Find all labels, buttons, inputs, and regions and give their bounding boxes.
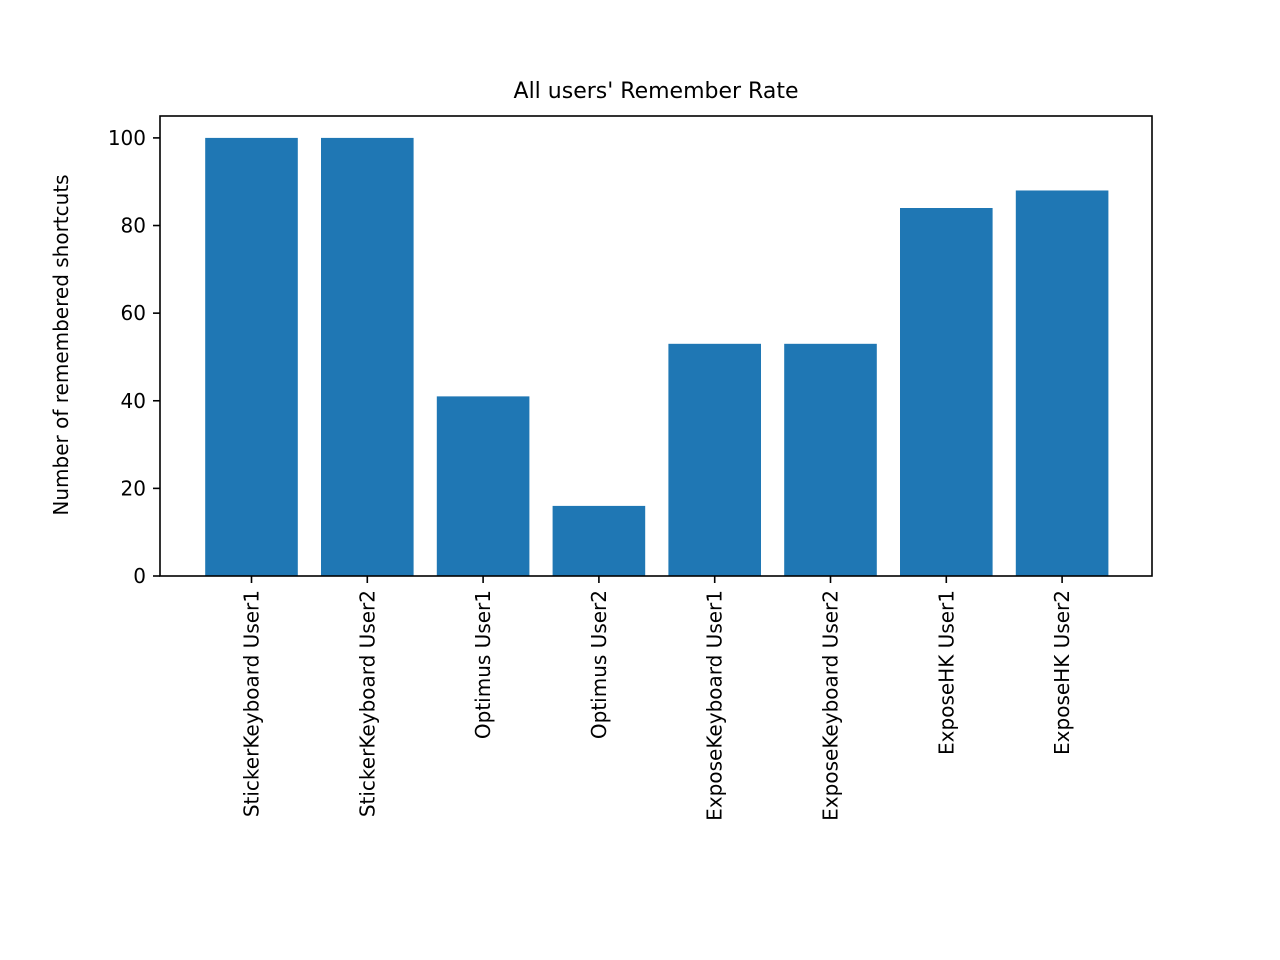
x-tick-label-5: ExposeKeyboard User1	[703, 590, 727, 821]
x-tick-label-3: Optimus User1	[471, 590, 495, 739]
chart-title: All users' Remember Rate	[514, 79, 799, 104]
bar-6	[784, 343, 877, 576]
x-tick-label-2: StickerKeyboard User2	[355, 590, 379, 817]
y-tick-label-4: 80	[121, 214, 146, 238]
bar-5	[668, 343, 761, 576]
y-tick-label-1: 20	[121, 476, 146, 500]
bar-4	[552, 505, 646, 576]
y-tick-label-3: 60	[121, 301, 146, 325]
bar-3	[436, 396, 530, 576]
x-tick-label-1: StickerKeyboard User1	[240, 590, 264, 817]
bar-1	[205, 137, 298, 576]
bars-group	[205, 137, 1109, 577]
x-tick-label-7: ExposeHK User1	[934, 590, 958, 755]
bar-2	[321, 137, 414, 576]
x-axis-ticks: StickerKeyboard User1 StickerKeyboard Use…	[240, 576, 1074, 821]
bar-8	[1015, 190, 1109, 577]
y-tick-label-5: 100	[108, 126, 146, 150]
y-axis-ticks: 0 20 40 60 80 100	[108, 126, 160, 588]
y-tick-label-2: 40	[121, 389, 146, 413]
x-tick-label-4: Optimus User2	[587, 590, 611, 739]
plot-frame	[159, 115, 1153, 577]
y-tick-label-0: 0	[133, 564, 146, 588]
x-tick-label-6: ExposeKeyboard User2	[819, 590, 843, 821]
x-tick-label-8: ExposeHK User2	[1050, 590, 1074, 755]
y-axis-label: Number of remembered shortcuts	[49, 174, 73, 515]
bar-7	[900, 208, 993, 576]
